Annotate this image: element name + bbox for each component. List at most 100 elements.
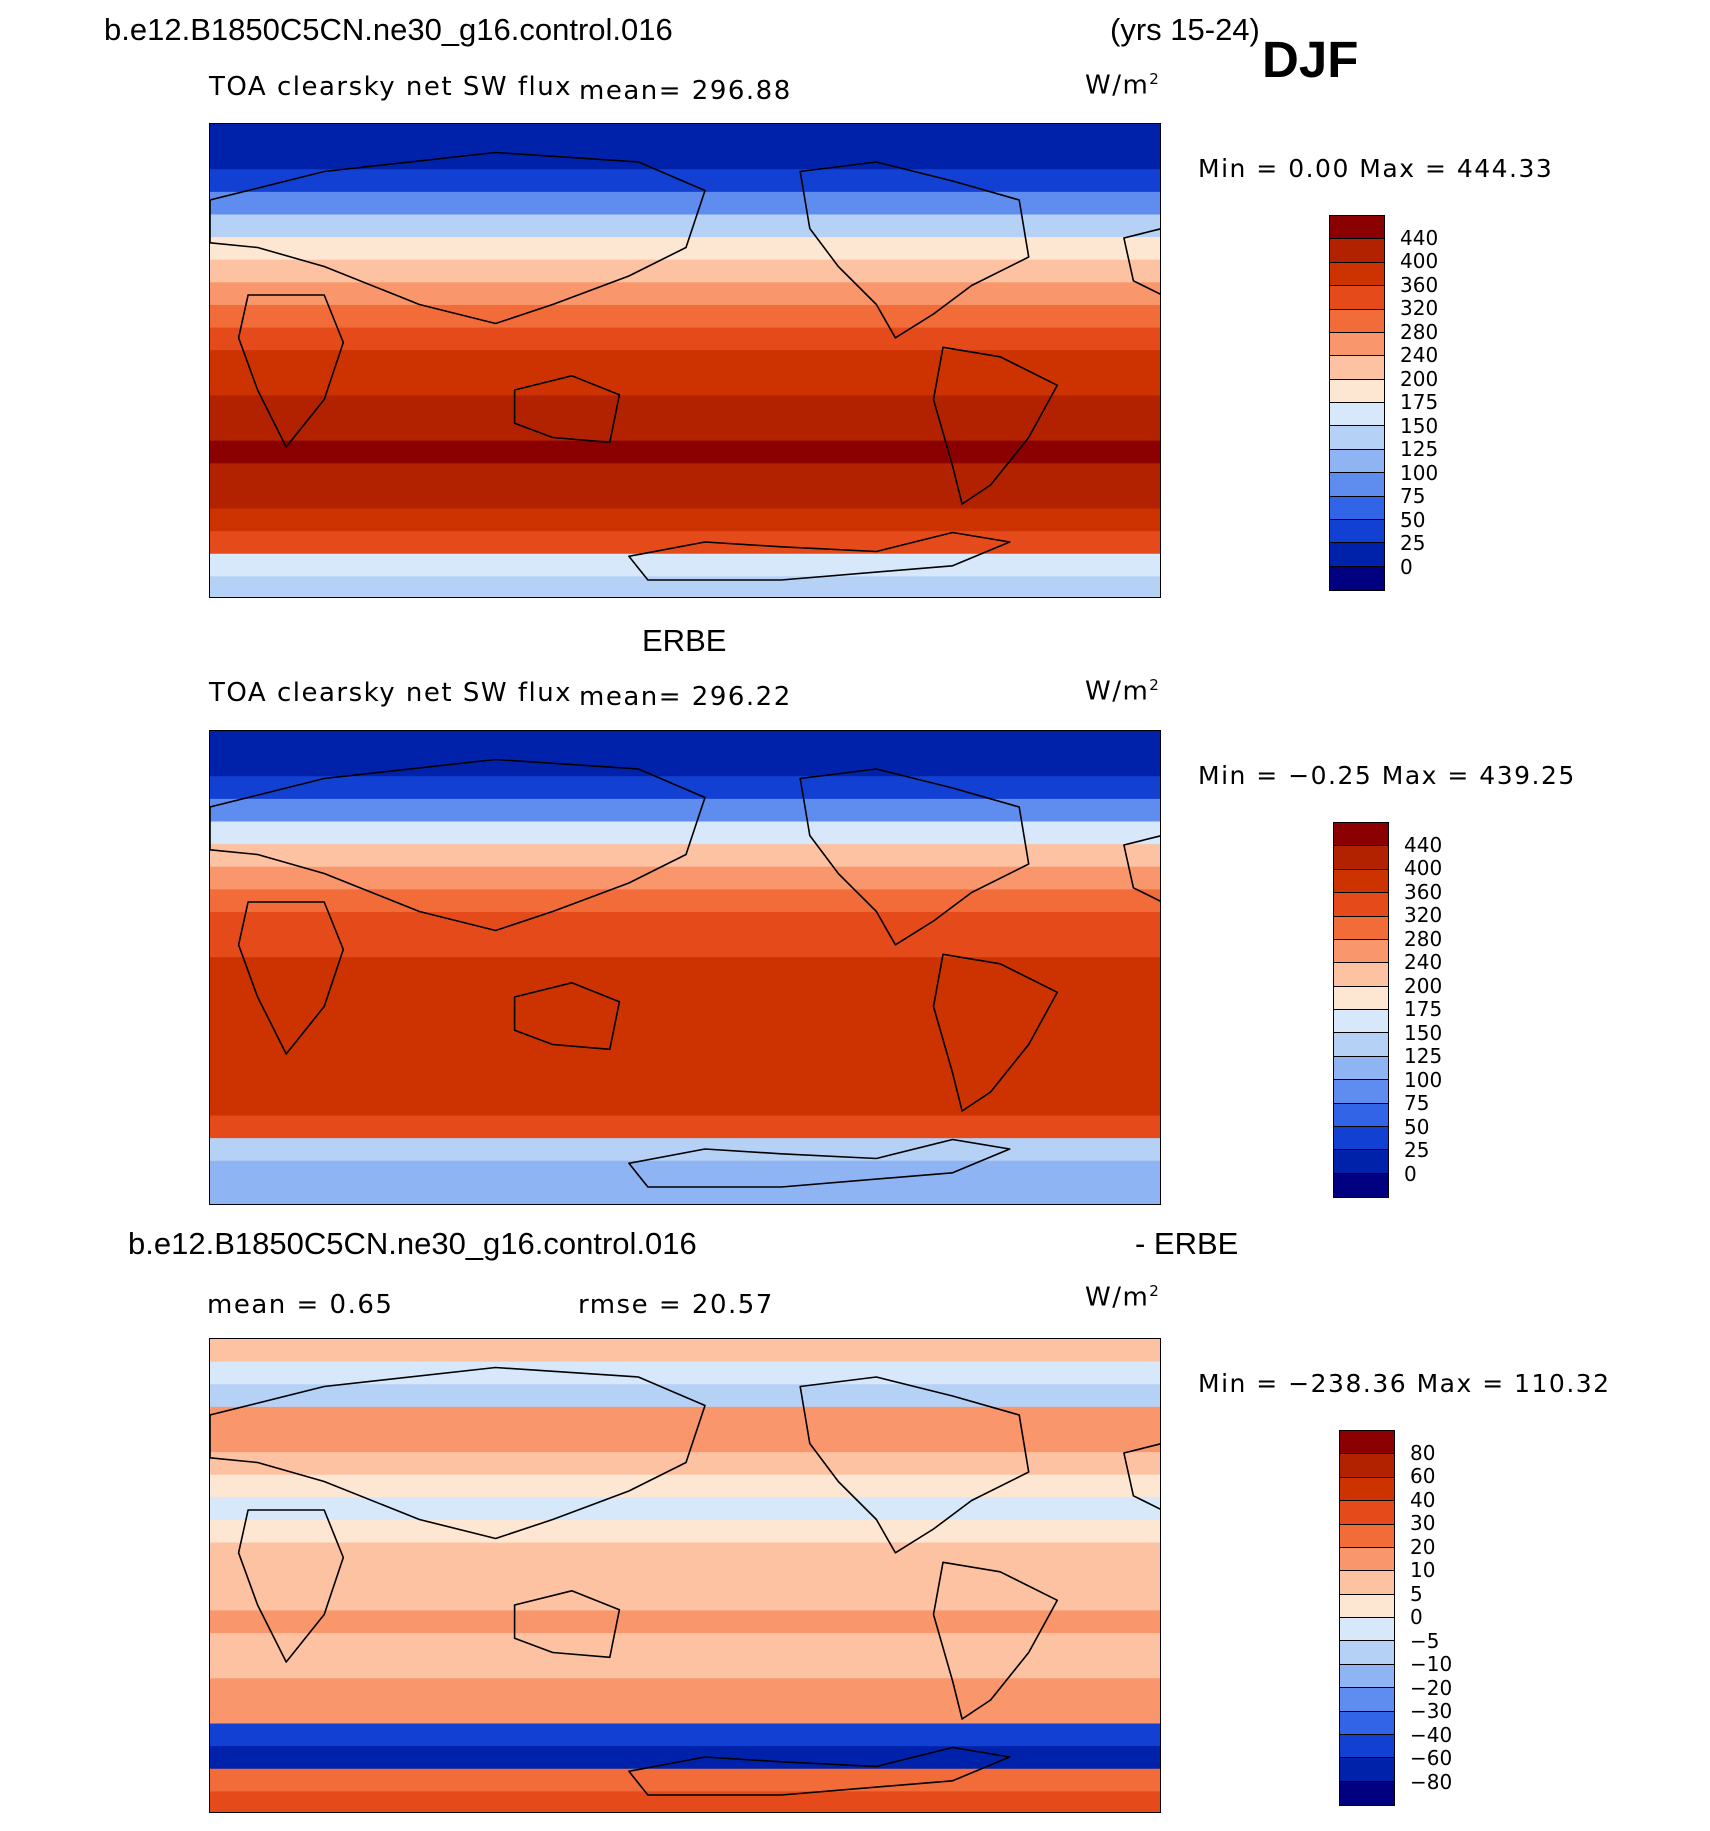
colorbar-swatch bbox=[1334, 1103, 1388, 1127]
colorbar-swatch bbox=[1340, 1734, 1394, 1759]
panel3-colorbar bbox=[1339, 1430, 1395, 1806]
field-band bbox=[210, 463, 1160, 487]
field-band bbox=[210, 395, 1160, 419]
field-band bbox=[210, 1092, 1160, 1117]
case-title: b.e12.B1850C5CN.ne30_g16.control.016 bbox=[104, 12, 673, 47]
field-band bbox=[210, 1429, 1160, 1453]
field-band bbox=[210, 934, 1160, 958]
panel3-field bbox=[210, 1339, 1160, 1812]
panel3-map bbox=[209, 1338, 1161, 1813]
colorbar-tick-label: 5 bbox=[1410, 1581, 1423, 1606]
colorbar-swatch bbox=[1330, 496, 1384, 520]
colorbar-tick-label: 75 bbox=[1400, 484, 1426, 508]
colorbar-swatch bbox=[1340, 1781, 1394, 1805]
colorbar-swatch bbox=[1330, 403, 1384, 427]
season-label: DJF bbox=[1262, 31, 1359, 88]
panel3-minmax: Min = −238.36 Max = 110.32 bbox=[1198, 1369, 1611, 1398]
coastline bbox=[628, 1746, 1011, 1796]
panel2-field bbox=[210, 731, 1160, 1204]
panel3-title-left: b.e12.B1850C5CN.ne30_g16.control.016 bbox=[128, 1226, 697, 1261]
colorbar-swatch bbox=[1334, 916, 1388, 940]
colorbar-tick-label: 75 bbox=[1404, 1091, 1430, 1115]
field-band bbox=[210, 1002, 1160, 1026]
coastline bbox=[513, 1590, 621, 1659]
coastline bbox=[237, 294, 345, 448]
panel1-mean: mean= 296.88 bbox=[579, 76, 792, 106]
colorbar-swatch bbox=[1334, 893, 1388, 917]
field-band bbox=[210, 1047, 1160, 1071]
colorbar-tick-label: 440 bbox=[1404, 832, 1443, 857]
colorbar-tick-label: 320 bbox=[1400, 296, 1439, 320]
field-band bbox=[210, 866, 1160, 890]
field-band bbox=[210, 1474, 1160, 1498]
panel2-minmax: Min = −0.25 Max = 439.25 bbox=[1198, 761, 1576, 790]
colorbar-swatch bbox=[1334, 1126, 1388, 1151]
colorbar-tick-label: −20 bbox=[1410, 1675, 1453, 1700]
colorbar-swatch bbox=[1334, 1173, 1388, 1197]
colorbar-tick-label: −5 bbox=[1410, 1628, 1440, 1653]
colorbar-swatch bbox=[1330, 356, 1384, 380]
colorbar-swatch bbox=[1340, 1547, 1394, 1572]
panel3-mean: mean = 0.65 bbox=[207, 1290, 394, 1320]
colorbar-tick-label: 280 bbox=[1404, 926, 1443, 951]
colorbar-tick-label: 10 bbox=[1410, 1558, 1436, 1582]
field-band bbox=[210, 1678, 1160, 1702]
field-band bbox=[210, 327, 1160, 351]
colorbar-tick-label: 60 bbox=[1410, 1464, 1436, 1488]
field-band bbox=[210, 1542, 1160, 1566]
colorbar-swatch bbox=[1330, 449, 1384, 474]
field-band bbox=[210, 1070, 1160, 1094]
field-band bbox=[210, 1452, 1160, 1476]
field-band bbox=[210, 889, 1160, 913]
field-band bbox=[210, 1160, 1160, 1184]
panel3-title-right: - ERBE bbox=[1135, 1226, 1239, 1261]
field-band bbox=[210, 531, 1160, 555]
colorbar-tick-label: 80 bbox=[1410, 1440, 1436, 1465]
coastline bbox=[513, 375, 621, 444]
colorbar-swatch bbox=[1334, 1010, 1388, 1034]
colorbar-swatch bbox=[1340, 1688, 1394, 1712]
field-band bbox=[210, 1610, 1160, 1634]
colorbar-swatch bbox=[1334, 986, 1388, 1010]
field-band bbox=[210, 1587, 1160, 1612]
colorbar-swatch bbox=[1340, 1571, 1394, 1595]
field-band bbox=[210, 282, 1160, 306]
colorbar-tick-label: 40 bbox=[1410, 1487, 1436, 1512]
colorbar-tick-label: 20 bbox=[1410, 1534, 1436, 1559]
field-band bbox=[210, 191, 1160, 216]
coastline bbox=[932, 1561, 1059, 1720]
field-band bbox=[210, 1791, 1160, 1812]
colorbar-tick-label: 150 bbox=[1400, 413, 1439, 438]
colorbar-swatch bbox=[1340, 1664, 1394, 1689]
field-band bbox=[210, 1723, 1160, 1747]
colorbar-swatch bbox=[1334, 1080, 1388, 1104]
coastline bbox=[932, 953, 1059, 1112]
field-band bbox=[210, 485, 1160, 510]
colorbar-swatch bbox=[1330, 286, 1384, 310]
coastline bbox=[513, 982, 621, 1051]
field-band bbox=[210, 237, 1160, 261]
colorbar-swatch bbox=[1334, 1056, 1388, 1081]
colorbar-tick-label: 0 bbox=[1410, 1605, 1423, 1629]
panel1-minmax: Min = 0.00 Max = 444.33 bbox=[1198, 154, 1554, 183]
field-band bbox=[210, 1655, 1160, 1679]
colorbar-swatch bbox=[1340, 1618, 1394, 1642]
panel1-field bbox=[210, 124, 1160, 597]
field-band bbox=[210, 304, 1160, 329]
coastline bbox=[1123, 835, 1160, 902]
field-band bbox=[210, 259, 1160, 283]
colorbar-tick-label: 25 bbox=[1400, 531, 1426, 555]
colorbar-swatch bbox=[1330, 543, 1384, 567]
colorbar-swatch bbox=[1330, 216, 1384, 240]
field-band bbox=[210, 1565, 1160, 1589]
colorbar-tick-label: 240 bbox=[1404, 950, 1443, 974]
colorbar-tick-label: 440 bbox=[1400, 225, 1439, 250]
coastline bbox=[799, 1376, 1030, 1554]
field-band bbox=[210, 979, 1160, 1004]
field-band bbox=[210, 1115, 1160, 1139]
colorbar-swatch bbox=[1340, 1641, 1394, 1665]
panel1-units: W/m2 bbox=[1085, 70, 1161, 101]
colorbar-tick-label: 125 bbox=[1400, 437, 1439, 461]
field-band bbox=[210, 1339, 1160, 1363]
field-band bbox=[210, 1700, 1160, 1725]
